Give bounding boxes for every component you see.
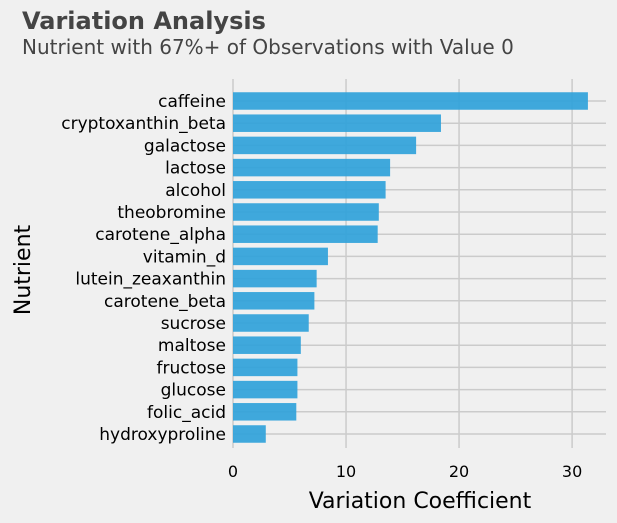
bars bbox=[233, 92, 588, 443]
bar-carotene_beta bbox=[233, 292, 315, 310]
y-tick-label: folic_acid bbox=[147, 403, 226, 423]
y-axis-label: Nutrient bbox=[11, 224, 36, 315]
y-tick-label: lutein_zeaxanthin bbox=[75, 270, 226, 290]
x-axis-label: Variation Coefficient bbox=[309, 489, 532, 514]
y-tick-label: caffeine bbox=[158, 92, 226, 112]
y-tick-label: carotene_alpha bbox=[95, 225, 226, 245]
y-tick-label: sucrose bbox=[161, 314, 226, 334]
bar-maltose bbox=[233, 336, 301, 354]
y-tick-label: glucose bbox=[161, 381, 226, 401]
bar-lutein_zeaxanthin bbox=[233, 269, 317, 288]
bar-lactose bbox=[233, 158, 391, 177]
bar-hydroxyproline bbox=[233, 425, 266, 443]
x-tick-label: 30 bbox=[562, 462, 582, 481]
x-tick-label: 0 bbox=[228, 462, 238, 481]
x-tick-labels: 0 10 20 30 bbox=[228, 462, 582, 481]
bar-glucose bbox=[233, 380, 298, 399]
y-tick-label: cryptoxanthin_beta bbox=[61, 114, 226, 134]
bar-galactose bbox=[233, 136, 417, 155]
y-tick-label: galactose bbox=[144, 136, 226, 156]
bar-theobromine bbox=[233, 203, 379, 221]
bar-carotene_alpha bbox=[233, 225, 378, 243]
y-tick-label: lactose bbox=[165, 159, 226, 179]
bar-caffeine bbox=[233, 92, 588, 110]
bar-fructose bbox=[233, 358, 298, 377]
bar-folic_acid bbox=[233, 403, 297, 421]
x-tick-label: 10 bbox=[336, 462, 356, 481]
y-tick-label: theobromine bbox=[117, 203, 226, 223]
y-tick-label: alcohol bbox=[165, 181, 226, 201]
bar-alcohol bbox=[233, 181, 386, 199]
bar-vitamin_d bbox=[233, 247, 328, 266]
bar-cryptoxanthin_beta bbox=[233, 114, 441, 132]
bar-sucrose bbox=[233, 314, 309, 332]
x-tick-label: 20 bbox=[449, 462, 469, 481]
y-tick-label: maltose bbox=[158, 336, 226, 356]
y-tick-label: vitamin_d bbox=[143, 247, 226, 267]
y-tick-label: carotene_beta bbox=[104, 292, 226, 312]
chart-subtitle: Nutrient with 67%+ of Observations with … bbox=[22, 35, 514, 59]
chart-title: Variation Analysis bbox=[22, 7, 266, 35]
y-tick-label: hydroxyproline bbox=[99, 425, 226, 445]
y-tick-label: fructose bbox=[157, 358, 226, 378]
